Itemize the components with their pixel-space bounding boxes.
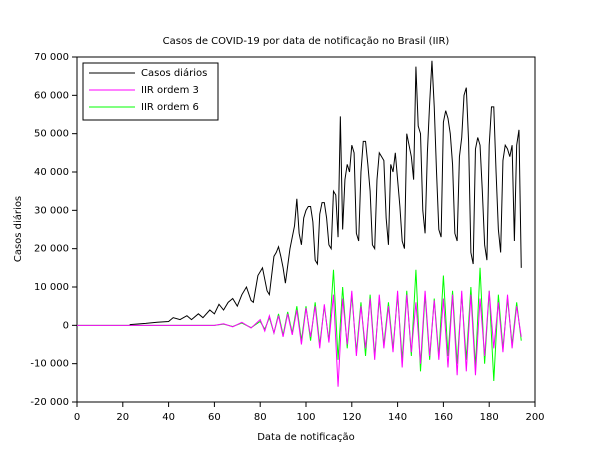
series-line: [129, 60, 522, 326]
legend-label: IIR ordem 6: [141, 102, 199, 113]
y-tick-label: 40 000: [34, 167, 69, 178]
x-tick-label: 0: [74, 412, 80, 423]
x-axis-label: Data de notificação: [257, 432, 355, 443]
y-axis-label: Casos diários: [12, 196, 24, 262]
series-line: [77, 290, 522, 387]
legend-label: IIR ordem 3: [141, 85, 199, 96]
x-tick-label: 80: [254, 412, 267, 423]
chart-title: Casos de COVID-19 por data de notificaçã…: [163, 36, 450, 47]
x-tick-label: 20: [116, 412, 129, 423]
y-tick-label: -20 000: [30, 397, 69, 408]
legend-label: Casos diários: [141, 67, 207, 79]
y-tick-label: 50 000: [34, 129, 69, 140]
x-tick-label: 160: [434, 412, 453, 423]
x-tick-label: 100: [296, 412, 315, 423]
y-tick-label: 70 000: [34, 52, 69, 63]
x-tick-label: 120: [342, 412, 361, 423]
y-tick-label: -10 000: [30, 359, 69, 370]
x-tick-label: 60: [208, 412, 221, 423]
x-tick-label: 140: [388, 412, 407, 423]
y-tick-label: 20 000: [34, 244, 69, 255]
y-tick-label: 60 000: [34, 90, 69, 101]
x-tick-label: 180: [480, 412, 499, 423]
x-tick-label: 40: [162, 412, 175, 423]
y-tick-label: 10 000: [34, 282, 69, 293]
y-tick-label: 30 000: [34, 205, 69, 216]
y-tick-label: 0: [63, 320, 69, 331]
x-tick-label: 200: [525, 412, 544, 423]
